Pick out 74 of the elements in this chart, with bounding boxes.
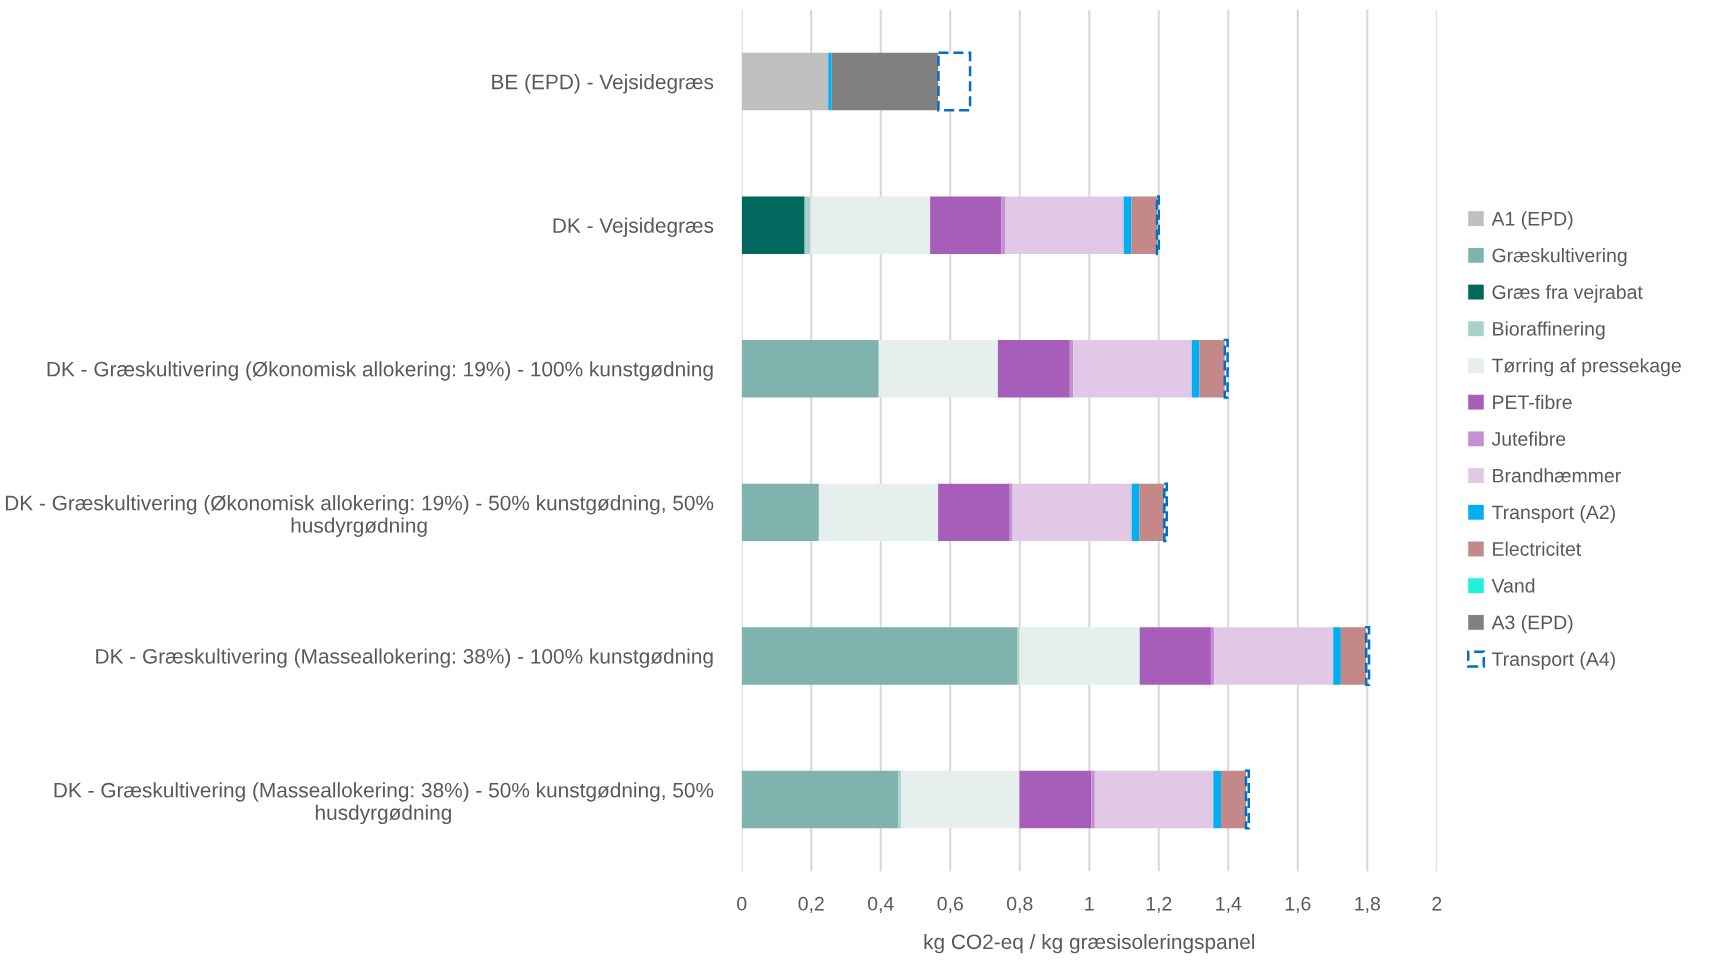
y-tick-label: DK - Græskultivering (Økonomisk allokering: 19%) - 100% kunstgødning [47,361,713,381]
x-axis-title: kg CO2-eq / kg græsisoleringspanel [924,933,1255,954]
bar [741,627,1018,685]
bar [1123,196,1132,254]
bar [741,770,899,829]
bar [1340,627,1367,685]
bar [1199,340,1225,398]
bar [741,340,878,398]
bar [1365,625,1371,686]
x-tick-label: 1,8 [1355,896,1380,913]
bar [1073,340,1192,398]
legend-label: A1 (EPD) [1491,211,1573,230]
legend-label: PET-fibre [1493,394,1572,410]
legend-label: Transport (A2) [1491,504,1615,524]
bar [898,770,901,829]
bar [879,340,998,398]
bar [1223,338,1229,399]
bar [1163,482,1169,543]
bar [1191,340,1200,398]
legend-label: Græs fra vejrabat [1492,284,1643,303]
bar [1139,483,1165,542]
legend-label: A3 (EPD) [1491,615,1573,634]
bar [828,52,832,111]
bar [818,483,939,542]
x-tick-label: 1,6 [1285,896,1311,913]
legend-label: Bioraffinering [1493,321,1605,340]
bar [1220,770,1247,829]
bar [1019,627,1140,685]
bar [1017,627,1020,685]
x-tick-label: 1,4 [1216,897,1242,913]
legend-label: Græskultivering [1492,248,1627,267]
bar [1213,770,1221,829]
bar [1001,196,1006,254]
bar [1131,483,1140,542]
bar [930,196,1002,254]
bar [810,196,931,254]
legend-label: Tørring af pressekage [1491,358,1681,377]
x-tick-label: 0,6 [937,896,963,913]
bar [1244,769,1251,830]
x-tick-label: 0,2 [798,896,824,913]
y-tick-label: DK - Vejsidegræs [553,217,714,238]
bar [1214,627,1334,685]
x-tick-label: 1,2 [1146,896,1172,913]
x-tick-label: 0 [737,896,747,911]
bar [1139,627,1211,685]
legend-label: Vand [1491,578,1535,593]
bar [804,196,811,254]
y-tick-label: BE (EPD) - Vejsidegræs [492,74,714,94]
bar [741,196,805,254]
bar [1091,770,1095,829]
x-tick-label: 0,8 [1007,896,1033,913]
legend-label: Transport (A4) [1491,651,1615,670]
bar [1094,770,1214,829]
x-tick-label: 0,4 [868,896,894,913]
bar [1333,627,1341,685]
y-tick-label: DK - Græskultivering (Masseallokering: 38%) - 50% kunstgødning, 50% husdyrgødning [54,782,714,825]
bar [741,52,829,111]
bar [997,340,1070,398]
bar [938,483,1010,542]
legend-label: Brandhæmmer [1493,468,1621,483]
y-tick-label: DK - Græskultivering (Økonomisk allokering: 19%) - 50% kunstgødning, 50% husdyrgødning [5,495,714,537]
bar [741,483,819,542]
legend-label: Electricitet [1493,541,1582,556]
bar [900,770,1020,829]
x-tick-label: 1 [1085,897,1094,911]
bar [1012,483,1132,542]
y-tick-label: DK - Græskultivering (Masseallokering: 38%) - 100% kunstgødning [96,648,713,668]
legend-label: Jutefibre [1491,431,1566,446]
bar [1005,196,1124,254]
bar [937,51,972,112]
x-tick-label: 2 [1432,896,1442,911]
bar [831,52,939,111]
bar [1019,770,1092,829]
bar [1131,196,1158,254]
